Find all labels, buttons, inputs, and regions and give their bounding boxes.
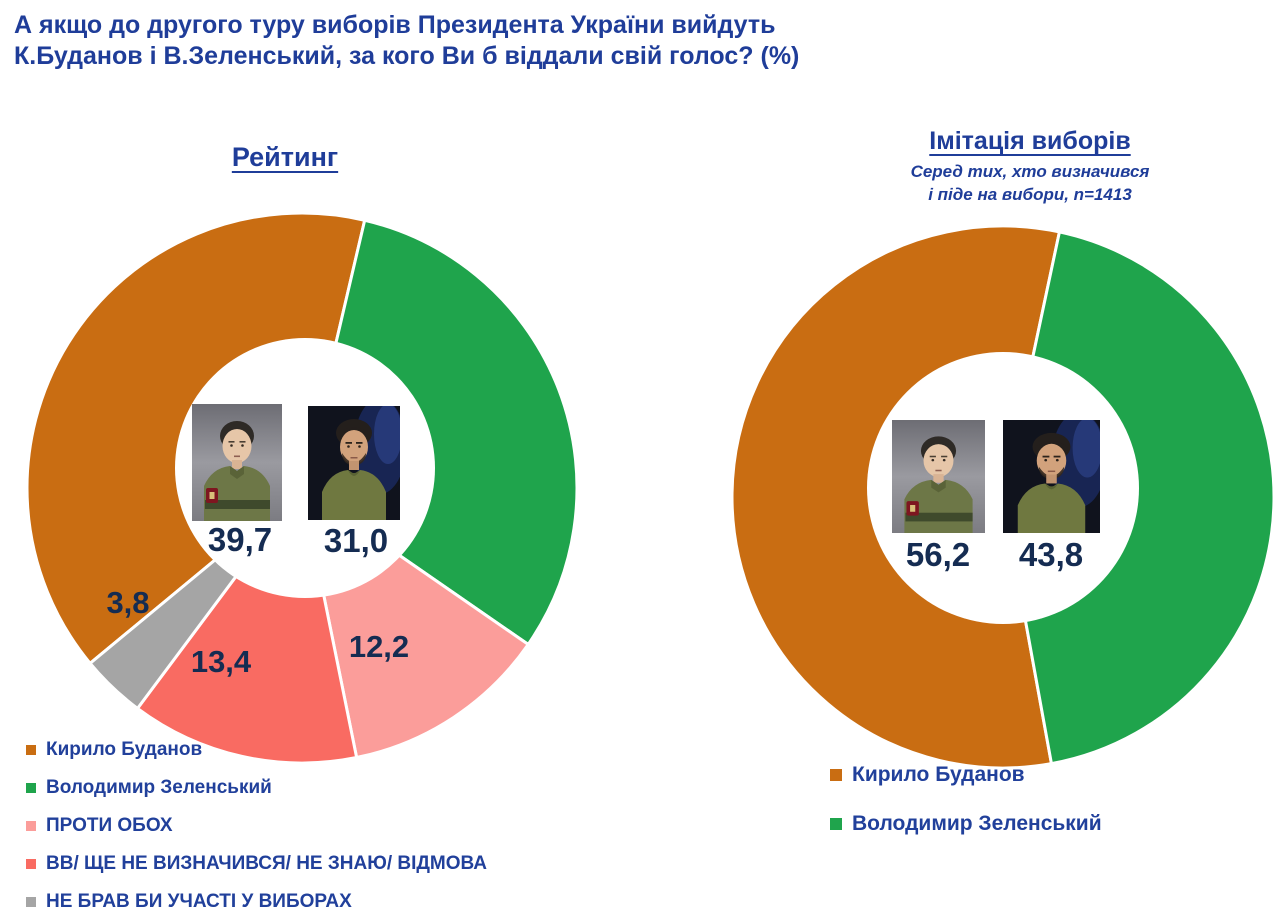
legend-item-budanov: Кирило Буданов (26, 739, 202, 761)
right-chart-subtitle: Серед тих, хто визначився і піде на вибо… (855, 160, 1205, 206)
abstain-value: 3,8 (106, 585, 150, 620)
zelensky-swatch (26, 783, 36, 793)
legend-label: Володимир Зеленський (46, 777, 272, 798)
right-chart-title: Імітація виборів (929, 127, 1131, 155)
legend-item-undecided: ВВ/ ЩЕ НЕ ВИЗНАЧИВСЯ/ НЕ ЗНАЮ/ ВІДМОВА (26, 853, 487, 875)
budanov-swatch (26, 745, 36, 755)
budanov-photo (192, 404, 282, 521)
legend-item-against-both: ПРОТИ ОБОХ (26, 815, 173, 837)
zelensky-photo (308, 406, 400, 520)
undecided-value: 13,4 (190, 644, 252, 679)
legend-label: Володимир Зеленський (852, 812, 1102, 835)
budanov-swatch (830, 769, 842, 781)
page-title-line1: А якщо до другого туру виборів Президент… (14, 11, 776, 39)
legend-label: НЕ БРАВ БИ УЧАСТІ У ВИБОРАХ (46, 891, 352, 912)
right-chart-subtitle-line1: Серед тих, хто визначився (910, 162, 1150, 181)
budanov-runoff-value: 56,2 (905, 536, 971, 573)
zelensky-swatch (830, 818, 842, 830)
zelensky-runoff-value: 43,8 (1018, 536, 1084, 573)
legend-label: ПРОТИ ОБОХ (46, 815, 173, 836)
legend-item-zelensky: Володимир Зеленський (26, 777, 272, 799)
legend-item-abstain: НЕ БРАВ БИ УЧАСТІ У ВИБОРАХ (26, 891, 352, 913)
zelensky-photo (1003, 420, 1100, 533)
legend-label: ВВ/ ЩЕ НЕ ВИЗНАЧИВСЯ/ НЕ ЗНАЮ/ ВІДМОВА (46, 853, 488, 874)
undecided-swatch (26, 859, 36, 869)
right-chart-subtitle-line2: і піде на вибори, n=1413 (928, 185, 1132, 204)
against-both-value: 12,2 (348, 629, 410, 664)
budanov-rating-value: 39,7 (207, 521, 273, 558)
legend-label: Кирило Буданов (46, 739, 203, 760)
legend-label: Кирило Буданов (852, 763, 1025, 786)
page-title-line2: К.Буданов і В.Зеленський, за кого Ви б в… (14, 42, 800, 70)
abstain-swatch (26, 897, 36, 907)
zelensky-rating-value: 31,0 (323, 522, 389, 559)
budanov-photo (892, 420, 985, 533)
left-chart-title: Рейтинг (231, 142, 339, 172)
legend-item-budanov: Кирило Буданов (830, 763, 1025, 787)
against-both-swatch (26, 821, 36, 831)
legend-item-zelensky: Володимир Зеленський (830, 812, 1102, 836)
page-title: А якщо до другого туру виборів Президент… (14, 10, 914, 72)
